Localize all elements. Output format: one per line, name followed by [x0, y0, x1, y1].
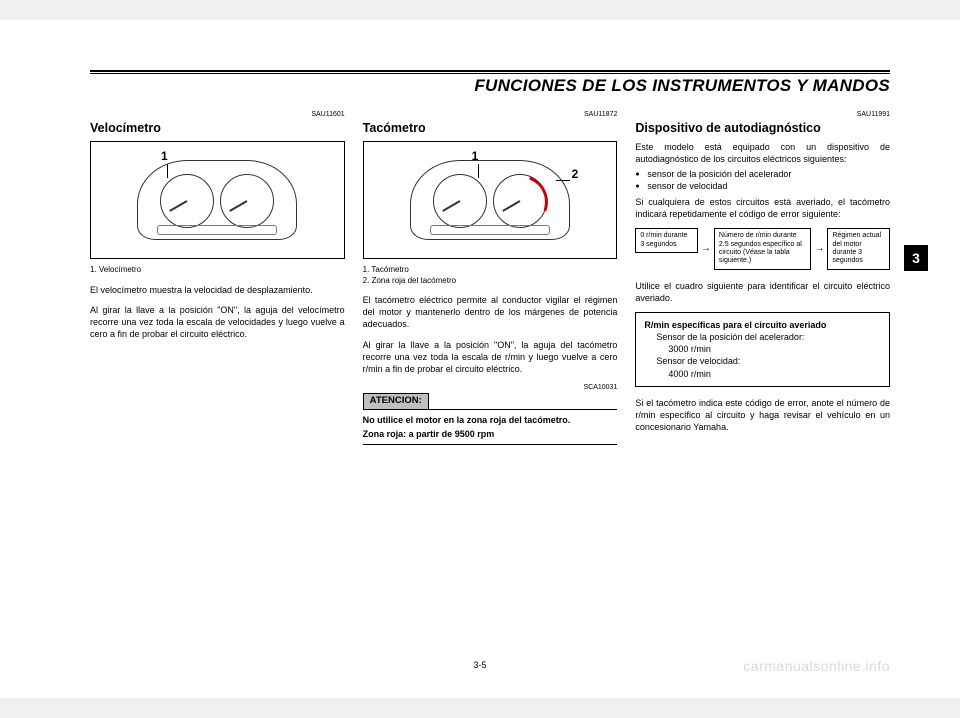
arrow-right-icon: →: [814, 243, 824, 255]
page-header-title: FUNCIONES DE LOS INSTRUMENTOS Y MANDOS: [90, 76, 890, 96]
list-item: sensor de la posición del acelerador: [635, 168, 890, 180]
gauge-cluster-icon: [137, 160, 297, 240]
watermark: carmanualsonline.info: [743, 658, 890, 674]
body-text: Si cualquiera de estos circuitos está av…: [635, 196, 890, 220]
spec-item: Sensor de la posición del acelerador:: [644, 331, 881, 343]
error-box-1: 0 r/min durante 3 segundos: [635, 228, 698, 253]
body-text: Al girar la llave a la posición "ON", la…: [90, 304, 345, 340]
section-title-autodiagnostico: Dispositivo de autodiagnóstico: [635, 120, 890, 137]
callout-2: 2: [572, 166, 579, 182]
list-item: sensor de velocidad: [635, 180, 890, 192]
warning-text: Zona roja: a partir de 9500 rpm: [363, 428, 618, 440]
end-rule: [363, 444, 618, 445]
section-title-velocimetro: Velocímetro: [90, 120, 345, 137]
section-title-tacometro: Tacómetro: [363, 120, 618, 137]
legend-line: 2. Zona roja del tacómetro: [363, 276, 618, 286]
figure-legend: 1. Tacómetro 2. Zona roja del tacómetro: [363, 265, 618, 286]
manual-page: FUNCIONES DE LOS INSTRUMENTOS Y MANDOS S…: [0, 20, 960, 698]
speedometer-dial-icon: [433, 174, 487, 228]
arrow-right-icon: →: [701, 243, 711, 255]
warning-text: No utilice el motor en la zona roja del …: [363, 414, 618, 426]
body-text: Este modelo está equipado con un disposi…: [635, 141, 890, 165]
rpm-spec-box: R/min específicas para el circuito averi…: [635, 312, 890, 387]
figure-velocimetro: 1: [90, 141, 345, 259]
ref-code: SAU11601: [90, 110, 345, 119]
attention-label: ATENCION:: [363, 393, 429, 410]
spec-item: Sensor de velocidad:: [644, 355, 881, 367]
spec-title: R/min específicas para el circuito averi…: [644, 319, 881, 331]
error-code-diagram: 0 r/min durante 3 segundos → Número de r…: [635, 228, 890, 270]
column-2: SAU11872 Tacómetro 1 2 1. Tacómetro 2. Z…: [363, 110, 618, 445]
figure-tacometro: 1 2: [363, 141, 618, 259]
gauge-cluster-icon: [410, 160, 570, 240]
body-text: Utilice el cuadro siguiente para identif…: [635, 280, 890, 304]
error-box-3: Régimen actual del motor durante 3 segun…: [827, 228, 890, 270]
tachometer-dial-icon: [220, 174, 274, 228]
speedometer-dial-icon: [160, 174, 214, 228]
sensor-list: sensor de la posición del acelerador sen…: [635, 168, 890, 192]
callout-1: 1: [161, 148, 168, 164]
legend-line: 1. Tacómetro: [363, 265, 618, 275]
column-3: SAU11991 Dispositivo de autodiagnóstico …: [635, 110, 890, 445]
content-columns: SAU11601 Velocímetro 1 1. Velocímetro El…: [90, 110, 890, 445]
error-box-2: Número de r/min durante 2.5 segundos esp…: [714, 228, 812, 270]
spec-value: 3000 r/min: [644, 343, 881, 355]
body-text: Al girar la llave a la posición "ON", la…: [363, 339, 618, 375]
tachometer-dial-icon: [493, 174, 547, 228]
column-1: SAU11601 Velocímetro 1 1. Velocímetro El…: [90, 110, 345, 445]
ref-code: SAU11872: [363, 110, 618, 119]
indicator-row-icon: [430, 225, 550, 235]
chapter-tab: 3: [904, 245, 928, 271]
figure-legend: 1. Velocímetro: [90, 265, 345, 275]
ref-code: SCA10031: [363, 383, 618, 392]
spec-value: 4000 r/min: [644, 368, 881, 380]
header-rule: [90, 70, 890, 74]
page-number: 3-5: [473, 660, 486, 670]
indicator-row-icon: [157, 225, 277, 235]
body-text: El velocímetro muestra la velocidad de d…: [90, 284, 345, 296]
ref-code: SAU11991: [635, 110, 890, 119]
body-text: El tacómetro eléctrico permite al conduc…: [363, 294, 618, 330]
body-text: Si el tacómetro indica este código de er…: [635, 397, 890, 433]
